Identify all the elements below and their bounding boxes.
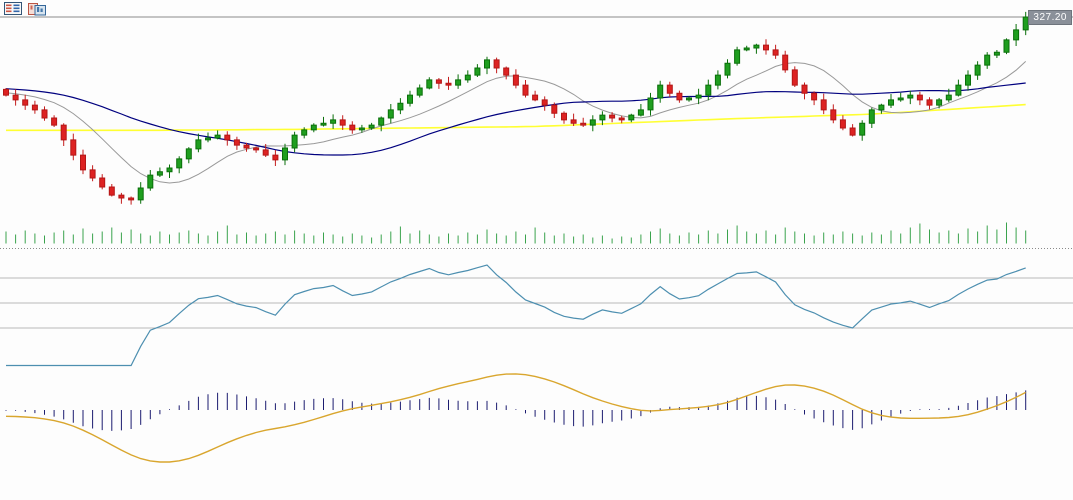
kline-chart-icon[interactable] (27, 2, 47, 21)
quote-list-icon[interactable] (4, 2, 23, 21)
price-tag: 327.20 (1028, 10, 1072, 25)
